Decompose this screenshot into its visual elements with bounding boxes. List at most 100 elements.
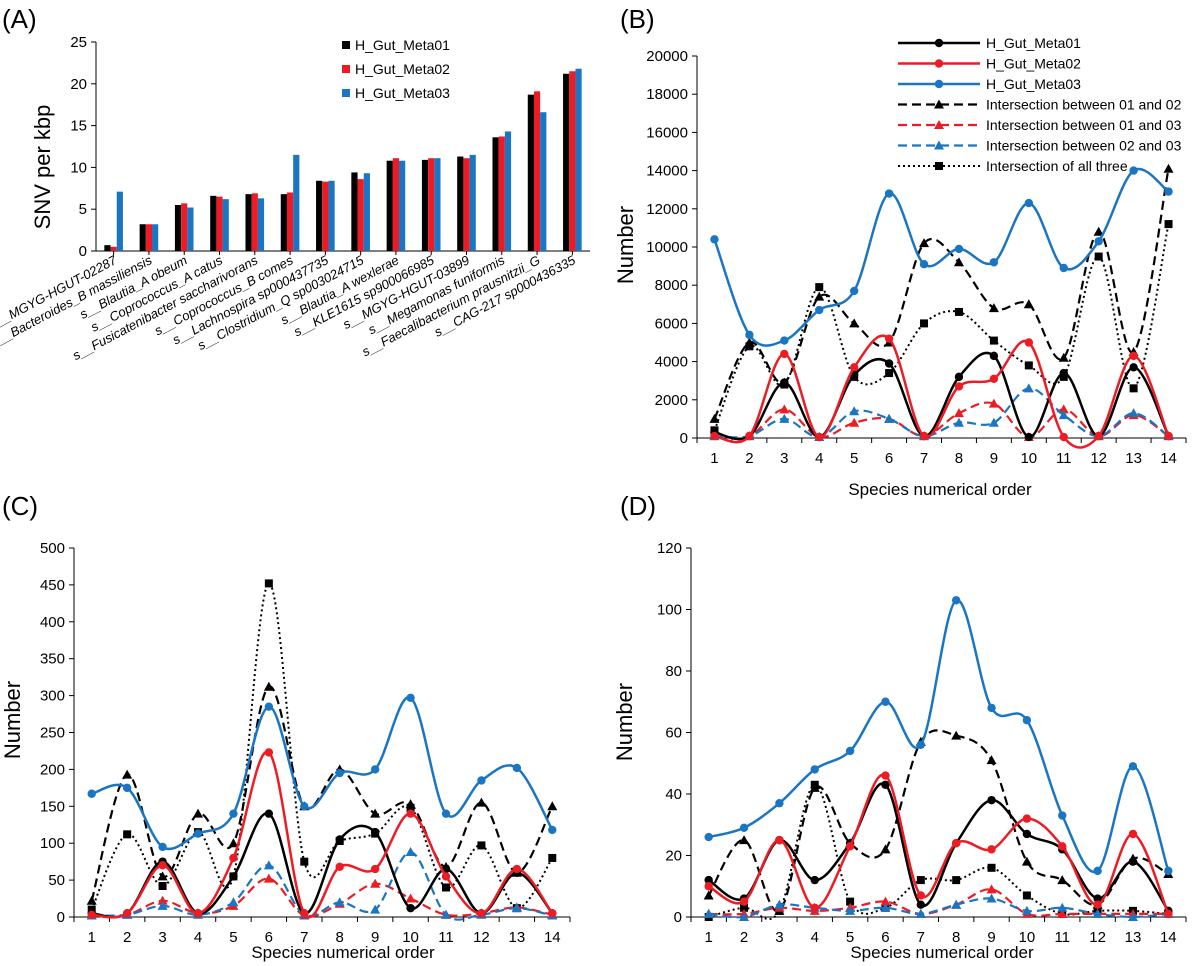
panel-a-bar — [527, 94, 534, 251]
panel-d-point — [1022, 829, 1032, 839]
panel-a-bar — [428, 158, 435, 251]
panel-b-x-axis-title: Species numerical order — [848, 480, 1032, 499]
panel-a-legend-label: H_Gut_Meta01 — [355, 37, 450, 53]
panel-c-point — [228, 897, 239, 907]
panel-c-point — [512, 864, 522, 874]
panel-c-point — [548, 909, 557, 918]
panel-b-legend-label: Intersection between 01 and 03 — [986, 117, 1182, 133]
panel-d-point — [1092, 908, 1103, 918]
panel-c-point — [122, 783, 132, 793]
panel-d-point — [1058, 811, 1067, 820]
panel-c-y-tick-label: 0 — [57, 909, 65, 926]
panel-b-plot-area: 0 2000 4000 6000 8000 10000 12000 14000 16000 180… — [646, 48, 1187, 467]
panel-d-point — [916, 740, 926, 749]
panel-a-bar — [363, 173, 370, 251]
panel-b-x-tick-label: 13 — [1125, 450, 1142, 467]
panel-a-bar — [492, 137, 499, 251]
panel-a-label: (A) — [2, 4, 37, 34]
panel-d-point — [880, 844, 891, 854]
panel-b-point — [920, 319, 929, 328]
panel-b-point — [1059, 263, 1068, 273]
panel-d-series-line — [708, 897, 1169, 919]
panel-b-legend-marker — [934, 140, 944, 150]
panel-b-legend-label: Intersection between 01 and 02 — [986, 97, 1182, 113]
panel-d-point — [1021, 905, 1032, 915]
panel-d-point — [1021, 856, 1032, 866]
panel-b-point — [779, 404, 790, 414]
panel-a-bar — [181, 203, 188, 251]
panel-c-point — [477, 776, 486, 785]
panel-c-x-tick-label: 1 — [88, 929, 96, 946]
panel-b: (B) Number Species numerical order 0 2000… — [613, 4, 1187, 499]
panel-b-point — [884, 413, 895, 423]
panel-d-point — [1022, 716, 1032, 725]
panel-b-y-tick-label: 8000 — [655, 277, 688, 294]
panel-d-point — [987, 863, 996, 872]
panel-a-bar — [293, 154, 300, 251]
panel-b-point — [884, 334, 894, 343]
panel-d-point — [1057, 908, 1068, 918]
panel-c-point — [512, 763, 522, 773]
panel-b-legend-label: Intersection between 02 and 03 — [986, 138, 1182, 154]
panel-c: (C) Number Species numerical order 0 50 10… — [0, 491, 571, 962]
panel-a-bar — [187, 207, 194, 251]
panel-b-point — [710, 235, 719, 244]
panel-b-point — [989, 351, 999, 361]
panel-d-x-tick-label: 8 — [952, 929, 960, 946]
panel-a-bar — [286, 192, 294, 251]
panel-d-point — [739, 835, 750, 845]
panel-d-point — [951, 899, 962, 909]
panel-a-legend-swatch — [342, 41, 350, 49]
panel-a-bar — [222, 199, 229, 251]
panel-b-point — [953, 257, 964, 267]
panel-b-y-tick-label: 10000 — [646, 239, 688, 256]
panel-b-point — [1058, 410, 1069, 420]
panel-c-y-tick-label: 250 — [40, 725, 65, 742]
panel-b-legend-marker — [934, 120, 944, 129]
panel-d-point — [1093, 866, 1102, 876]
panel-b-x-tick-label: 2 — [745, 450, 753, 467]
panel-b-point — [780, 378, 789, 387]
panel-b-point — [1059, 368, 1068, 378]
panel-b-point — [1129, 351, 1138, 361]
panel-a-bar — [116, 191, 123, 251]
panel-b-point — [849, 417, 860, 427]
panel-d-point — [951, 839, 961, 848]
panel-c-point — [228, 838, 239, 848]
panel-c-point — [87, 910, 96, 919]
panel-c-point — [441, 809, 451, 818]
panel-d-y-tick-label: 80 — [665, 663, 682, 680]
panel-c-x-tick-label: 3 — [158, 929, 166, 946]
panel-b-y-tick-label: 12000 — [646, 201, 688, 218]
panel-c-point — [511, 903, 522, 913]
panel-c-y-tick-label: 300 — [40, 688, 65, 705]
panel-c-point — [547, 801, 558, 811]
panel-d-point — [1128, 829, 1138, 839]
panel-c-point — [229, 872, 238, 881]
panel-d-point — [915, 908, 926, 918]
panel-b-point — [745, 330, 754, 340]
panel-a-bar — [110, 246, 117, 251]
panel-a-bar — [469, 154, 476, 251]
panel-b-point — [815, 432, 824, 442]
panel-a-bar — [328, 180, 335, 251]
panel-b-point — [1024, 198, 1034, 208]
panel-c-point — [476, 797, 487, 807]
panel-c-point — [122, 769, 133, 779]
panel-c-point — [548, 825, 557, 835]
panel-b-point — [1094, 431, 1103, 441]
panel-d-point — [1058, 842, 1067, 851]
panel-a-plot-area: 0510152025s__MGYG-HGUT-02287s__Bacteroid… — [0, 34, 590, 363]
panel-b-point — [849, 318, 860, 328]
panel-a-bar — [434, 158, 441, 251]
panel-c-point — [157, 895, 168, 905]
panel-b-point — [1058, 404, 1069, 414]
panel-b-point — [1024, 361, 1033, 370]
panel-c-point — [300, 857, 309, 866]
panel-d-x-tick-label: 2 — [740, 929, 748, 946]
panel-b-point — [1129, 166, 1138, 175]
panel-b-point — [780, 349, 789, 359]
panel-c-series-line — [91, 750, 554, 919]
